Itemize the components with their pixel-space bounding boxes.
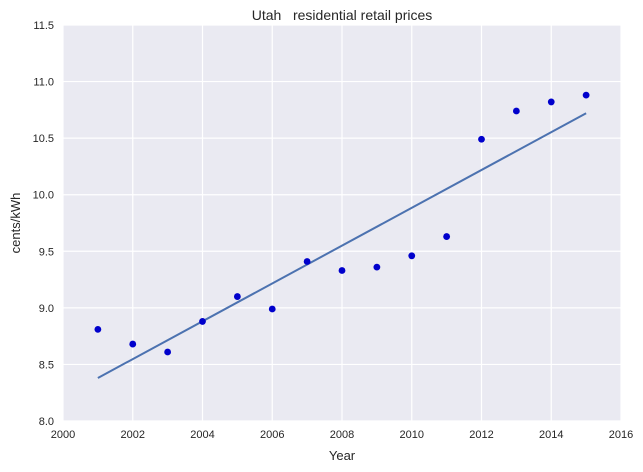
x-tick-label: 2000 <box>51 429 75 441</box>
data-point <box>512 107 520 115</box>
data-point <box>338 267 346 274</box>
chart-title: Utah residential retail prices <box>252 7 433 23</box>
x-axis-label: Year <box>329 448 356 463</box>
x-tick-label: 2004 <box>190 429 214 441</box>
data-point <box>408 252 416 260</box>
y-tick-labels: 8.0 8.5 9.0 9.5 10.0 10.5 11.0 11.5 <box>33 20 54 428</box>
data-point <box>94 325 102 333</box>
data-point <box>373 263 381 271</box>
data-point <box>233 293 241 300</box>
trend-line-group <box>97 112 587 379</box>
x-tick-label: 2006 <box>260 429 284 441</box>
x-tick-label: 2012 <box>469 429 493 441</box>
x-tick-label: 2002 <box>121 429 145 441</box>
data-point <box>268 305 276 313</box>
x-tick-label: 2008 <box>330 429 354 441</box>
y-tick-label: 11.5 <box>33 20 54 32</box>
data-point <box>303 258 311 265</box>
data-point <box>478 135 485 143</box>
data-point <box>443 233 451 240</box>
y-tick-label: 10.5 <box>33 133 54 145</box>
x-tick-labels: 2000 2002 2004 2006 2008 2010 2012 2014 2016 <box>51 429 633 441</box>
x-tick-label: 2016 <box>609 429 633 441</box>
data-point <box>164 348 172 356</box>
y-tick-label: 8.5 <box>39 359 54 371</box>
data-point <box>582 91 590 99</box>
trend-line <box>97 112 587 379</box>
data-points <box>94 91 590 356</box>
y-tick-label: 9.5 <box>39 246 54 258</box>
y-axis-label: cents/kWh <box>8 193 23 254</box>
y-tick-label: 10.0 <box>33 190 54 202</box>
x-tick-label: 2014 <box>539 429 563 441</box>
x-tick-label: 2010 <box>400 429 424 441</box>
grid <box>62 24 622 422</box>
y-tick-label: 8.0 <box>39 416 54 428</box>
data-point <box>547 98 555 106</box>
data-point <box>129 340 137 348</box>
y-tick-label: 9.0 <box>39 303 54 315</box>
data-point <box>199 318 206 325</box>
y-tick-label: 11.0 <box>33 77 54 89</box>
